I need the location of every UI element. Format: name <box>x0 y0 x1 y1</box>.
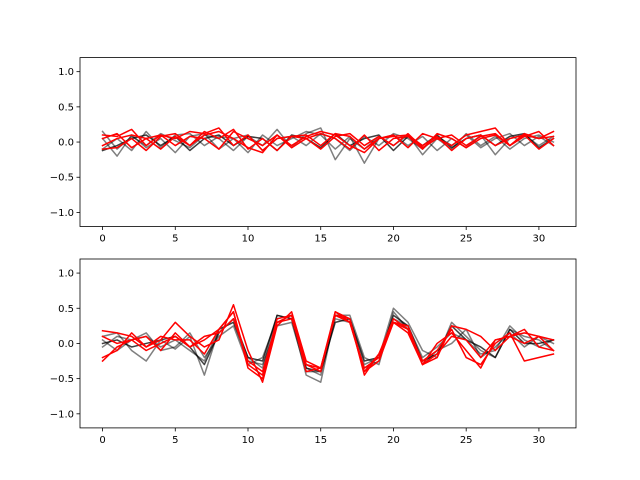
series-line-1 <box>101 127 555 161</box>
x-tick-label: 10 <box>242 234 255 245</box>
x-tick-label: 25 <box>460 435 473 446</box>
x-tick-label: 30 <box>533 234 546 245</box>
series-line-6 <box>101 128 555 152</box>
series-group <box>101 303 555 383</box>
y-tick-label: −1.0 <box>50 409 74 420</box>
y-tick-label: −0.5 <box>50 374 74 385</box>
y-tick-label: 0.0 <box>58 339 74 350</box>
plots: 0 5 10 15 20 25 30 −1.0 −0.5 0.0 0.5 1.0 0 5 10 15 20 25 3… <box>50 57 577 446</box>
x-tick-label: 10 <box>242 435 255 446</box>
subplot-1: 0 5 10 15 20 25 30 −1.0 −0.5 0.0 0.5 1.0 <box>50 57 577 245</box>
y-tick-label: 1.0 <box>58 269 74 280</box>
series-group <box>101 127 555 164</box>
series-line-7 <box>101 130 555 152</box>
x-tick-label: 0 <box>99 234 105 245</box>
x-tick-label: 25 <box>460 234 473 245</box>
series-line-8 <box>101 130 555 154</box>
x-tick-label: 30 <box>533 435 546 446</box>
x-tick-label: 20 <box>387 234 400 245</box>
subplot-2: 0 5 10 15 20 25 30 −1.0 −0.5 0.0 0.5 1.0 <box>50 258 577 446</box>
y-tick-label: 0.5 <box>58 102 74 113</box>
y-tick-label: −0.5 <box>50 173 74 184</box>
y-tick-label: −1.0 <box>50 208 74 219</box>
y-tick-label: 0.0 <box>58 138 74 149</box>
x-tick-label: 15 <box>314 435 327 446</box>
y-tick-label: 0.5 <box>58 304 74 315</box>
x-tick-label: 0 <box>99 435 105 446</box>
x-tick-label: 20 <box>387 435 400 446</box>
axes-frame <box>79 57 577 227</box>
x-tick-label: 5 <box>172 234 178 245</box>
x-tick-label: 5 <box>172 435 178 446</box>
axes-frame <box>79 258 577 429</box>
series-line-8 <box>101 311 555 376</box>
y-tick-label: 1.0 <box>58 67 74 78</box>
x-tick-label: 15 <box>314 234 327 245</box>
